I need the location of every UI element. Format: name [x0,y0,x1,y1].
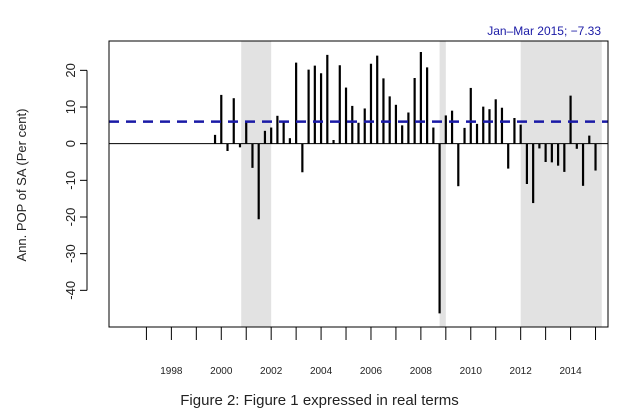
y-tick-label: 20 [63,63,78,77]
bars [213,52,597,314]
figure-caption: Figure 2: Figure 1 expressed in real ter… [180,392,459,409]
last-value-annotation: Jan–Mar 2015; −7.33 [487,24,601,38]
x-tick-label: 2014 [559,366,582,377]
x-tick-label: 2006 [360,366,383,377]
x-tick-label: 2002 [260,366,283,377]
x-tick-label: 2000 [210,366,233,377]
y-tick-label: -10 [63,171,78,190]
y-tick-label: 10 [63,100,78,114]
y-axis: 20 10 0 -10 -20 -30 -40 [63,63,88,300]
shaded-period-0 [241,41,272,327]
shaded-period-1 [439,41,446,327]
y-axis-label: Ann. POP of SA (Per cent) [14,109,29,262]
y-tick-label: -30 [63,244,78,263]
y-tick-label: 0 [63,140,78,147]
x-tick-label: 2008 [410,366,433,377]
x-tick-label: 2012 [510,366,533,377]
x-tick-label: 1998 [160,366,183,377]
x-tick-label: 2010 [460,366,483,377]
x-tick-label: 2004 [310,366,333,377]
y-tick-label: -20 [63,208,78,227]
plot-frame [108,40,609,328]
x-axis: 1998 2000 2002 2004 2006 2008 2010 2012 2014 [145,327,597,377]
y-tick-label: -40 [63,281,78,300]
